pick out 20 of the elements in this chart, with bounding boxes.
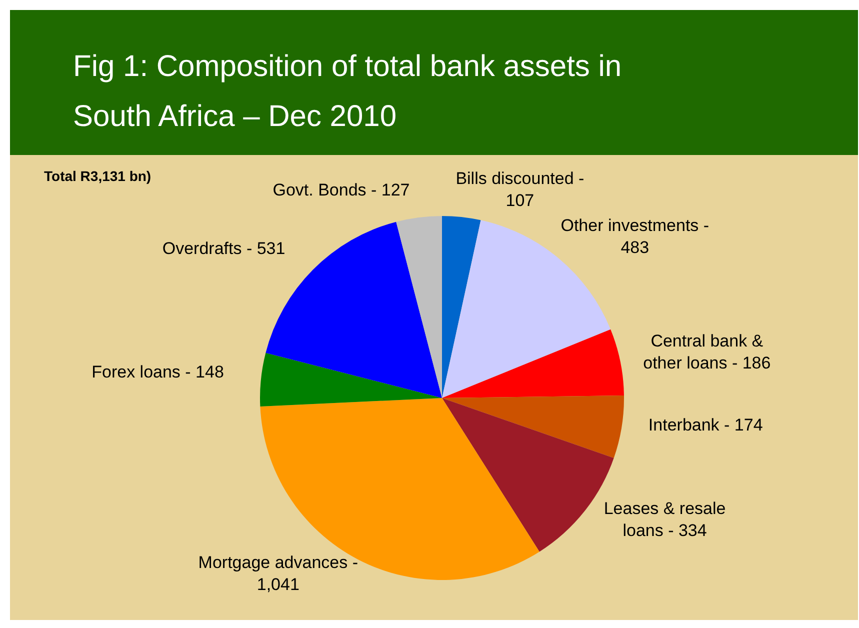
- slice-label: Mortgage advances -: [198, 552, 358, 572]
- data-label: 1,041: [256, 574, 300, 594]
- data-label: 483: [620, 238, 650, 257]
- pie-slice: [442, 396, 624, 458]
- slice-label: Overdrafts - 531: [162, 239, 286, 258]
- chart-title: Fig 1: Composition of total bank assets in South Africa – Dec 2010: [73, 49, 623, 135]
- data-label: 107: [506, 191, 534, 210]
- slice-label: Other investments -: [560, 216, 710, 235]
- pie-slice: [260, 352, 442, 406]
- pie-slice: [396, 216, 442, 398]
- slice-label: Leases & resale loans - 334: [604, 498, 726, 540]
- slice-label: Bills discounted -: [456, 169, 584, 188]
- slice-label: Interbank - 174: [648, 416, 763, 435]
- text: Total R3,131 bn): [44, 168, 152, 184]
- slice-label: Central bank & other loans - 186: [643, 331, 771, 372]
- slice-label: Govt. Bonds - 127: [272, 180, 410, 200]
- pie-slice: [442, 220, 611, 398]
- pie-slice: [442, 329, 624, 398]
- pie-slice: [442, 216, 481, 398]
- slice-label: Forex loans - 148: [92, 362, 224, 382]
